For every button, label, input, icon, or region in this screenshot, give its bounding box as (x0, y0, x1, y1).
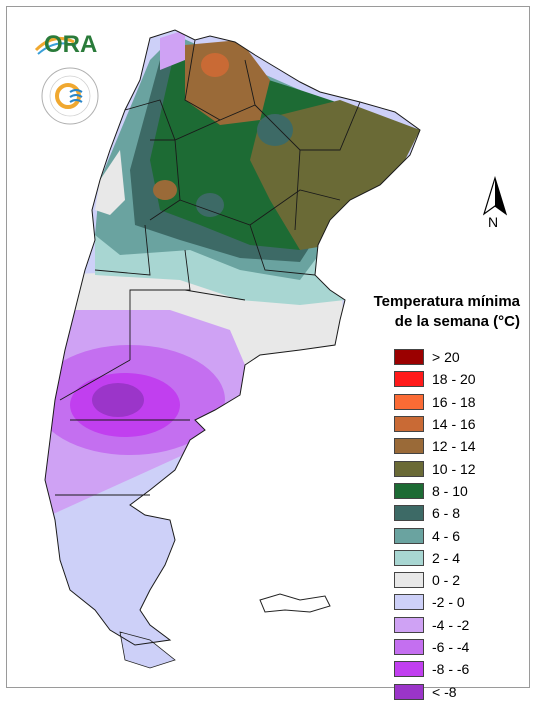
legend-item: 2 - 4 (394, 547, 520, 569)
legend-swatch (394, 482, 424, 499)
legend-item: 10 - 12 (394, 457, 520, 479)
legend-label: -2 - 0 (432, 594, 465, 611)
legend-label: 14 - 16 (432, 416, 476, 433)
legend-swatch (394, 527, 424, 544)
legend-label: 16 - 18 (432, 393, 476, 410)
legend-title-line2: de la semana (°C) (394, 313, 520, 330)
legend-label: -4 - -2 (432, 616, 470, 633)
legend-label: -8 - -6 (432, 661, 470, 678)
legend-swatch (394, 438, 424, 455)
legend-label: 12 - 14 (432, 438, 476, 455)
legend-item: 8 - 10 (394, 480, 520, 502)
smn-seal-logo (41, 67, 99, 125)
legend-label: 8 - 10 (432, 482, 468, 499)
ora-logo: ORA (34, 31, 97, 58)
legend-label: < -8 (432, 683, 457, 700)
legend-item: -6 - -4 (394, 636, 520, 658)
legend-swatch (394, 683, 424, 700)
legend-label: 6 - 8 (432, 505, 461, 522)
legend-swatch (394, 549, 424, 566)
legend-item: 14 - 16 (394, 413, 520, 435)
legend-label: -6 - -4 (432, 639, 470, 655)
legend-item: -4 - -2 (394, 614, 520, 636)
legend-label: 2 - 4 (432, 549, 461, 566)
legend-label: 10 - 12 (432, 460, 476, 477)
legend-swatch (394, 594, 424, 611)
legend-item: -2 - 0 (394, 591, 520, 613)
legend-swatch (394, 572, 424, 589)
ora-logo-text: ORA (44, 31, 97, 58)
legend: Temperatura mínima de la semana (°C) > 2… (350, 292, 520, 703)
legend-item: 12 - 14 (394, 435, 520, 457)
legend-label: 4 - 6 (432, 527, 461, 544)
legend-swatch (394, 393, 424, 410)
legend-title-line1: Temperatura mínima (373, 293, 520, 310)
legend-swatch (394, 505, 424, 522)
legend-swatch (394, 349, 424, 366)
legend-item: 18 - 20 (394, 368, 520, 390)
north-arrow-icon (482, 176, 508, 216)
legend-item: > 20 (394, 346, 520, 368)
north-label: N (488, 214, 499, 230)
legend-label: 0 - 2 (432, 572, 461, 589)
legend-item: -8 - -6 (394, 658, 520, 680)
legend-item: 0 - 2 (394, 569, 520, 591)
legend-items: > 20 18 - 20 16 - 18 14 - 16 12 - 14 10 - 12 8… (394, 346, 520, 703)
map-frame (6, 6, 530, 688)
legend-swatch (394, 639, 424, 655)
legend-item: 4 - 6 (394, 524, 520, 546)
legend-swatch (394, 371, 424, 388)
legend-item: < -8 (394, 680, 520, 702)
legend-label: > 20 (432, 349, 460, 366)
legend-swatch (394, 460, 424, 477)
legend-swatch (394, 661, 424, 678)
legend-item: 16 - 18 (394, 391, 520, 413)
legend-swatch (394, 616, 424, 633)
legend-swatch (394, 416, 424, 433)
legend-item: 6 - 8 (394, 502, 520, 524)
legend-label: 18 - 20 (432, 371, 476, 388)
